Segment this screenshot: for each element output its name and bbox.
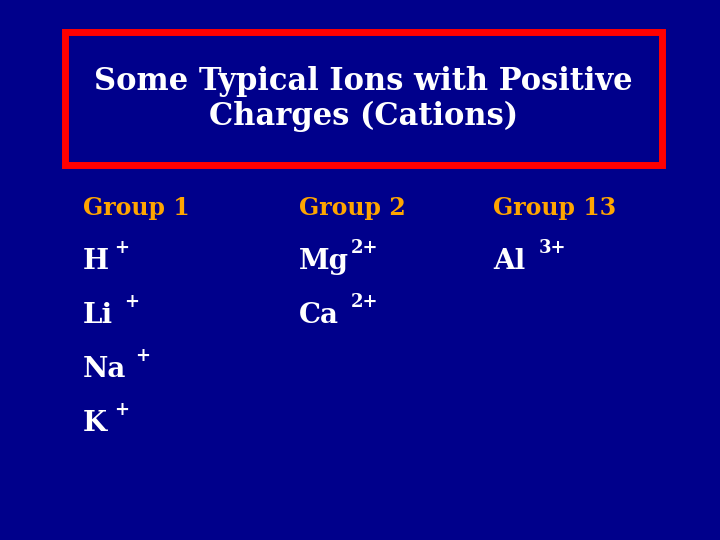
- Text: +: +: [125, 293, 140, 312]
- Text: H: H: [83, 248, 109, 275]
- Text: 2+: 2+: [351, 239, 378, 258]
- Text: Group 13: Group 13: [493, 196, 616, 220]
- Text: +: +: [114, 239, 129, 258]
- Text: Some Typical Ions with Positive: Some Typical Ions with Positive: [94, 65, 633, 97]
- Text: 2+: 2+: [351, 293, 378, 312]
- Text: Mg: Mg: [299, 248, 348, 275]
- Text: Ca: Ca: [299, 302, 339, 329]
- Text: Group 1: Group 1: [83, 196, 189, 220]
- Text: +: +: [135, 347, 150, 366]
- Text: Group 2: Group 2: [299, 196, 405, 220]
- Text: Na: Na: [83, 356, 126, 383]
- Text: 3+: 3+: [539, 239, 566, 258]
- Text: K: K: [83, 410, 107, 437]
- Text: Li: Li: [83, 302, 113, 329]
- Text: Al: Al: [493, 248, 526, 275]
- Text: +: +: [114, 401, 129, 420]
- Text: Charges (Cations): Charges (Cations): [209, 100, 518, 132]
- FancyBboxPatch shape: [65, 32, 662, 165]
